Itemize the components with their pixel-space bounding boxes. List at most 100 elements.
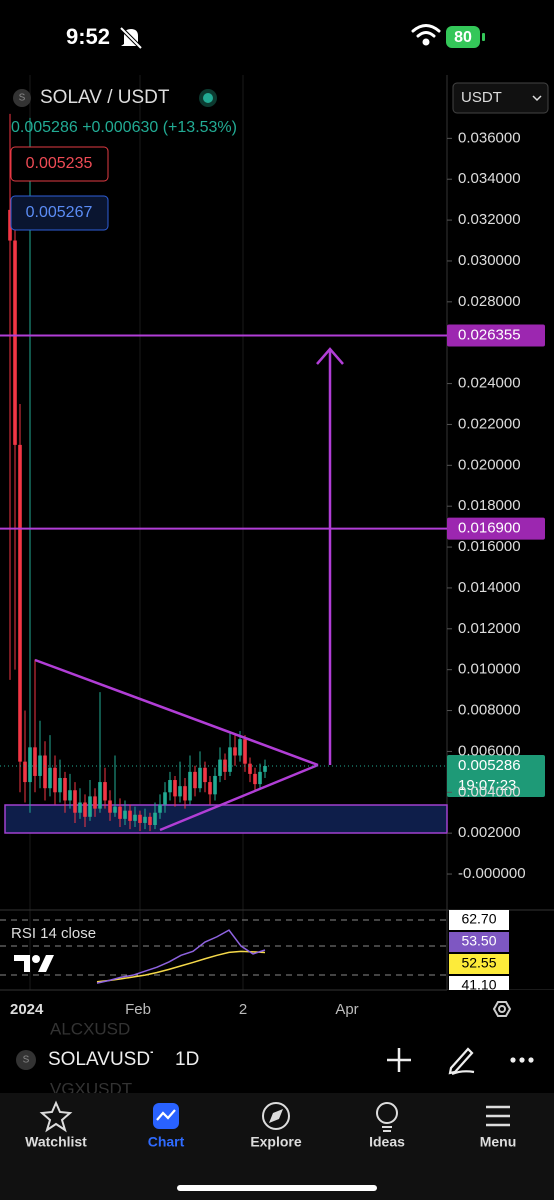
countdown: 19:07:23	[458, 777, 516, 794]
candle-body	[33, 747, 37, 776]
toolbar-interval[interactable]: 1D	[175, 1049, 199, 1070]
x-label: 2024	[10, 1001, 44, 1018]
candle-body	[98, 782, 102, 809]
currency-label: USDT	[461, 89, 502, 106]
tab-label: Watchlist	[25, 1134, 87, 1150]
tab-explore[interactable]: Explore	[250, 1102, 302, 1150]
y-tick-label: 0.030000	[458, 252, 521, 269]
rsi-scale-label: 62.70	[461, 911, 496, 927]
candle-body	[153, 812, 157, 825]
rsi-values	[96, 929, 266, 984]
candle-body	[263, 766, 267, 772]
y-tick-label: 0.020000	[458, 456, 521, 473]
candle-body	[8, 209, 12, 241]
chevron	[532, 95, 542, 102]
y-tick-label: 0.036000	[458, 129, 521, 146]
tab-chart[interactable]: Chart	[148, 1103, 185, 1150]
toolbar-symbol[interactable]: SOLAVUSDT	[48, 1049, 162, 1070]
symbol-logo	[13, 89, 31, 107]
candle-body	[188, 771, 192, 801]
tab-menu[interactable]: Menu	[480, 1105, 517, 1150]
candle-body	[78, 802, 82, 813]
candle-body	[133, 814, 137, 821]
add-icon[interactable]	[387, 1048, 411, 1072]
tab-ideas[interactable]: Ideas	[369, 1102, 405, 1150]
level-label: 0.026355	[458, 326, 521, 343]
candle-body	[103, 782, 107, 801]
candle-body	[143, 816, 147, 823]
candle-body	[173, 780, 177, 797]
candle-body	[253, 773, 257, 785]
tab-label: Menu	[480, 1134, 517, 1150]
x-label: Apr	[335, 1001, 358, 1018]
y-tick-label: 0.022000	[458, 415, 521, 432]
candle-body	[108, 800, 112, 813]
candle-body	[128, 810, 132, 821]
price-label: 0.005286	[458, 757, 521, 774]
candle-body	[13, 240, 17, 445]
symbol-name: SOLAV / USDT	[40, 87, 170, 108]
price-box	[447, 755, 545, 798]
triangle-pattern	[34, 658, 319, 832]
rsi-levels	[0, 919, 447, 976]
buy-price: 0.005267	[26, 204, 93, 221]
symbol-logo-letter: S	[19, 93, 26, 104]
tv-logo	[14, 955, 54, 972]
candle-body	[258, 771, 262, 785]
y-tick-label: 0.028000	[458, 293, 521, 310]
wifi-icon	[411, 24, 441, 46]
candle-body	[238, 739, 242, 756]
rsi-value-box	[449, 932, 509, 952]
settings-icon[interactable]	[492, 1001, 512, 1017]
buy-button[interactable]	[10, 195, 109, 231]
tab-label: Chart	[148, 1134, 185, 1150]
x-label: Feb	[125, 1001, 151, 1018]
candle-body	[53, 767, 57, 793]
rsi-ma-box	[449, 954, 509, 974]
rsi-cover	[447, 990, 554, 998]
candle-body	[113, 806, 117, 813]
candle-body	[198, 767, 202, 789]
y-tick-label: 0.024000	[458, 375, 521, 392]
candle-body	[58, 777, 62, 793]
candle-body	[23, 761, 27, 783]
y-tick-label: 0.006000	[458, 742, 521, 759]
candle-body	[118, 806, 122, 819]
candle-body	[18, 444, 22, 762]
tab-watchlist[interactable]: Watchlist	[25, 1100, 87, 1150]
ghost-symbol: ALCXUSD	[50, 1019, 130, 1038]
candle-body	[163, 792, 167, 805]
level-box	[447, 324, 545, 347]
candle-body	[183, 786, 187, 801]
level-label: 0.016900	[458, 520, 521, 537]
rsi-ma	[96, 950, 266, 983]
candle-body	[243, 739, 247, 764]
candle-body	[208, 782, 212, 795]
toolbar-logo-letter: S	[23, 1055, 30, 1066]
draw-icon[interactable]	[448, 1047, 475, 1076]
tab-label: Ideas	[369, 1134, 405, 1150]
more-icon[interactable]	[510, 1057, 534, 1063]
battery-level: 80	[454, 29, 472, 46]
currency-select[interactable]	[452, 82, 549, 114]
tab-label: Explore	[250, 1134, 302, 1150]
rsi-scale-box	[449, 910, 509, 930]
tab-bar	[0, 1093, 554, 1200]
candle-body	[88, 796, 92, 817]
battery-tip	[482, 33, 485, 41]
candle-body	[158, 804, 162, 813]
toolbar-logo	[16, 1050, 36, 1070]
status-time: 9:52	[66, 24, 110, 49]
sell-button[interactable]	[10, 146, 109, 182]
candle-body	[203, 767, 207, 783]
y-tick-label: 0.010000	[458, 661, 521, 678]
candle-body	[93, 796, 97, 809]
y-tick-label: 0.012000	[458, 620, 521, 637]
candle-body	[213, 775, 217, 795]
rsi-ma-label: 52.55	[461, 955, 496, 971]
candle-body	[73, 790, 77, 813]
candles	[8, 113, 267, 832]
mute-icon	[119, 26, 143, 50]
y-tick-label: -0.000000	[458, 865, 526, 882]
